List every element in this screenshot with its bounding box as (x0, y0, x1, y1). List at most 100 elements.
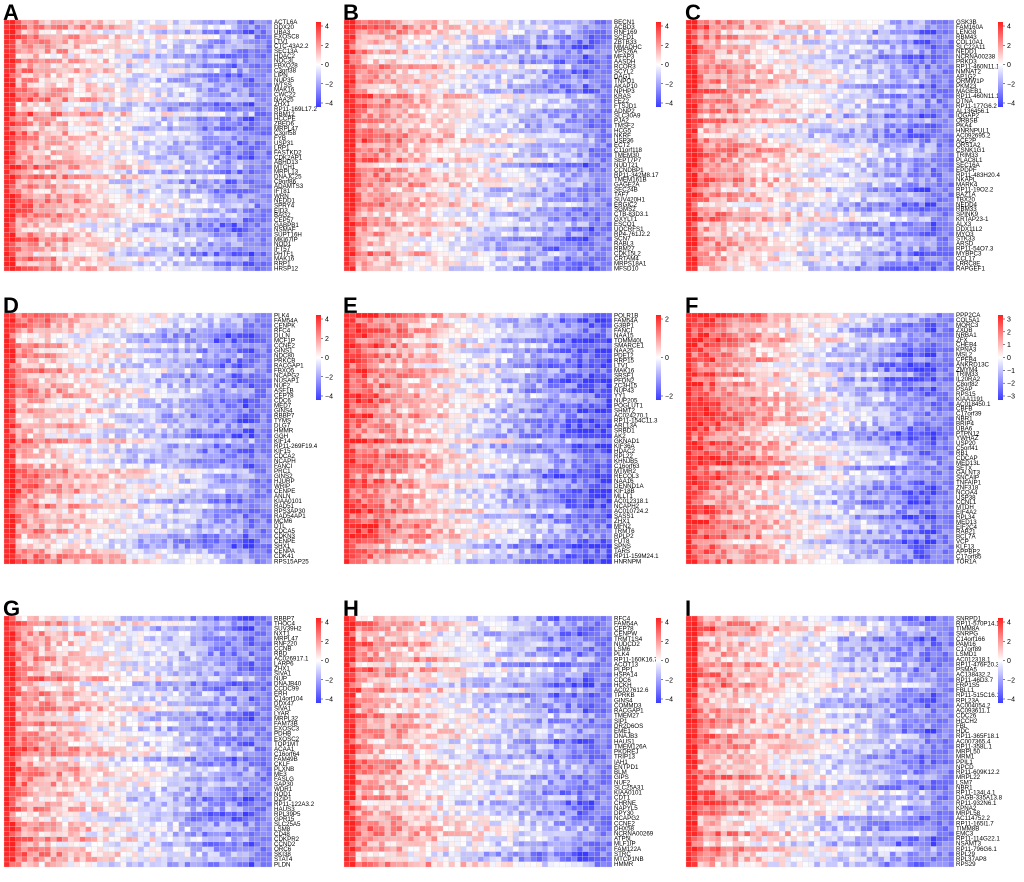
heatmap-cell (524, 197, 531, 203)
heatmap-cell (507, 93, 514, 99)
heatmap-cell (149, 135, 156, 141)
heatmap-cell (120, 198, 127, 204)
heatmap-cell (361, 88, 368, 94)
heatmap-cell (553, 157, 560, 163)
heatmap-cell (442, 34, 449, 40)
heatmap-cell (373, 177, 380, 183)
heatmap-cell (854, 24, 861, 30)
heatmap-cell (161, 179, 168, 185)
heatmap-cell (242, 198, 249, 204)
heatmap-cell (67, 44, 75, 50)
heatmap-cell (38, 261, 45, 267)
heatmap-cell (50, 135, 57, 141)
heatmap-cell (390, 182, 397, 188)
heatmap-cell (524, 221, 531, 227)
heatmap-cell (242, 101, 249, 108)
heatmap-cell (260, 48, 267, 54)
heatmap-cell (236, 155, 243, 161)
heatmap-cell (361, 231, 368, 237)
heatmap-cell (213, 53, 220, 59)
heatmap-cell (85, 251, 92, 257)
heatmap-cell (384, 19, 391, 26)
heatmap-cell (219, 179, 226, 185)
heatmap-cell (67, 217, 75, 223)
heatmap-cell (495, 54, 502, 60)
heatmap-cell (378, 241, 385, 247)
heatmap-cell (361, 93, 368, 99)
heatmap-cell (518, 64, 525, 70)
heatmap-cell (518, 265, 525, 272)
heatmap-cell (501, 39, 508, 45)
heatmap-cell (402, 133, 409, 139)
heatmap-cell (178, 232, 185, 238)
heatmap-cell (56, 150, 63, 156)
heatmap-cell (201, 174, 209, 180)
heatmap-cell (248, 227, 255, 233)
heatmap-cell (114, 63, 121, 69)
heatmap-cell (402, 88, 409, 94)
heatmap-cell (236, 116, 243, 122)
heatmap-cell (201, 77, 209, 83)
heatmap-cell (254, 208, 261, 214)
heatmap-cell (184, 44, 191, 50)
heatmap-cell (161, 164, 168, 170)
heatmap-cell (85, 188, 92, 194)
heatmap-cell (512, 83, 519, 90)
heatmap-cell (512, 231, 519, 237)
heatmap-cell (349, 128, 356, 134)
heatmap-cell (512, 241, 519, 247)
heatmap-cell (161, 87, 168, 93)
heatmap-cell (102, 208, 109, 214)
heatmap-cell (172, 174, 179, 180)
heatmap-cell (466, 251, 473, 257)
heatmap-cell (600, 88, 607, 94)
heatmap-cell (361, 113, 368, 119)
heatmap-cell (378, 197, 385, 203)
heatmap-cell (21, 222, 28, 228)
heatmap-cell (126, 164, 133, 170)
heatmap-cell (396, 211, 403, 217)
heatmap-cell (460, 69, 467, 75)
heatmap-cell (477, 39, 484, 45)
heatmap-cell (178, 256, 185, 262)
heatmap-cell (571, 187, 578, 193)
heatmap-cell (85, 232, 92, 238)
heatmap-cell (606, 78, 613, 85)
heatmap-cell (507, 152, 514, 158)
heatmap-cell (507, 133, 514, 139)
heatmap-cell (3, 82, 10, 88)
heatmap-cell (402, 103, 409, 109)
heatmap-cell (172, 82, 179, 88)
heatmap-cell (576, 98, 583, 104)
heatmap-cell (85, 126, 92, 132)
heatmap-cell (15, 212, 22, 219)
heatmap-cell (483, 182, 490, 188)
heatmap-cell (367, 256, 374, 262)
heatmap-cell (219, 121, 226, 127)
heatmap-cell (260, 193, 267, 199)
heatmap-cell (196, 63, 203, 69)
heatmap-cell (172, 227, 179, 233)
heatmap-cell (207, 251, 214, 257)
heatmap-cell (44, 256, 51, 262)
heatmap-cell (225, 92, 232, 98)
heatmap-cell (413, 187, 420, 193)
heatmap-cell (553, 162, 560, 168)
heatmap-cell (50, 82, 57, 88)
heatmap-cell (178, 179, 185, 185)
heatmap-cell (27, 121, 34, 127)
heatmap-cell (437, 118, 444, 124)
heatmap-cell (565, 34, 572, 40)
heatmap-cell (390, 241, 397, 247)
heatmap-cell (126, 63, 133, 69)
heatmap-cell (384, 128, 391, 134)
heatmap-cell (536, 128, 543, 134)
heatmap-cell (407, 256, 415, 262)
heatmap-cell (79, 44, 86, 50)
heatmap-cell (606, 177, 613, 183)
heatmap-cell (872, 19, 879, 26)
heatmap-cell (390, 54, 397, 60)
heatmap-cell (91, 72, 98, 79)
heatmap-cell (524, 206, 531, 213)
heatmap-cell (62, 77, 69, 83)
